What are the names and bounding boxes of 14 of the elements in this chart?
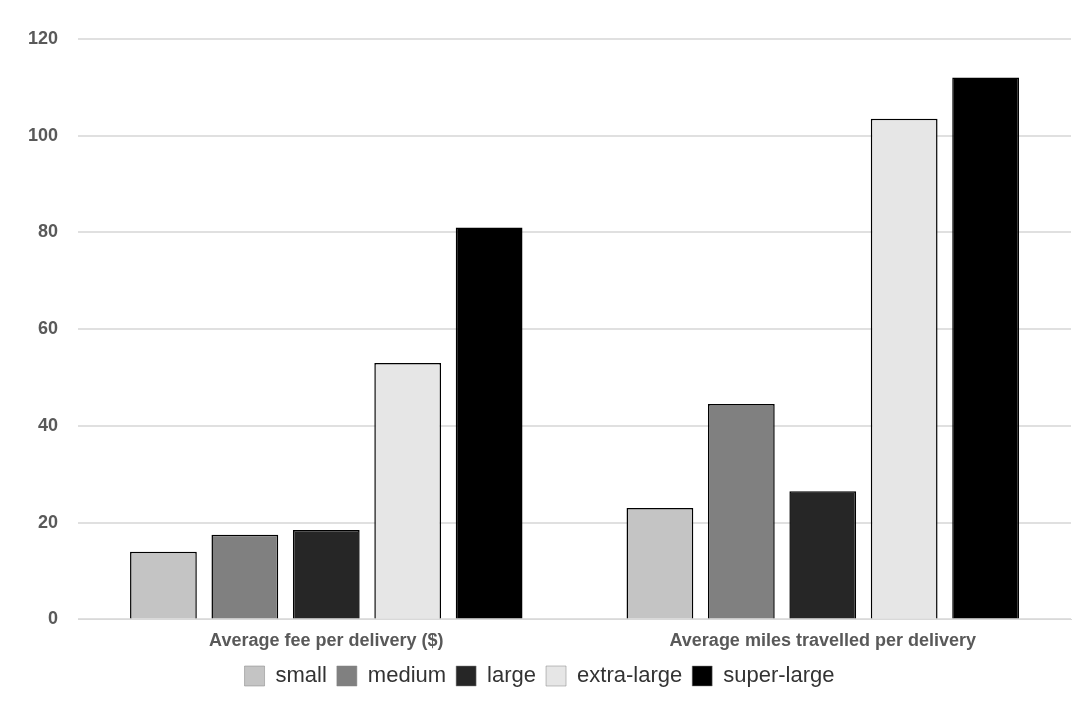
legend-label: large <box>487 662 537 688</box>
x-tick-label: Average miles travelled per delivery <box>669 630 977 651</box>
legend-label: super-large <box>723 662 835 688</box>
y-tick-label: 120 <box>27 27 59 48</box>
y-tick-label: 20 <box>38 511 59 532</box>
legend-label: medium <box>367 662 447 688</box>
y-tick-label: 100 <box>27 124 59 145</box>
y-tick-label: 0 <box>48 608 59 629</box>
y-tick-label: 80 <box>38 221 59 242</box>
y-tick-label: 60 <box>38 318 59 339</box>
legend-label: extra-large <box>577 662 683 688</box>
legend-label: small <box>275 662 327 688</box>
y-tick-label: 40 <box>38 414 59 435</box>
x-tick-label: Average fee per delivery ($) <box>209 630 444 651</box>
